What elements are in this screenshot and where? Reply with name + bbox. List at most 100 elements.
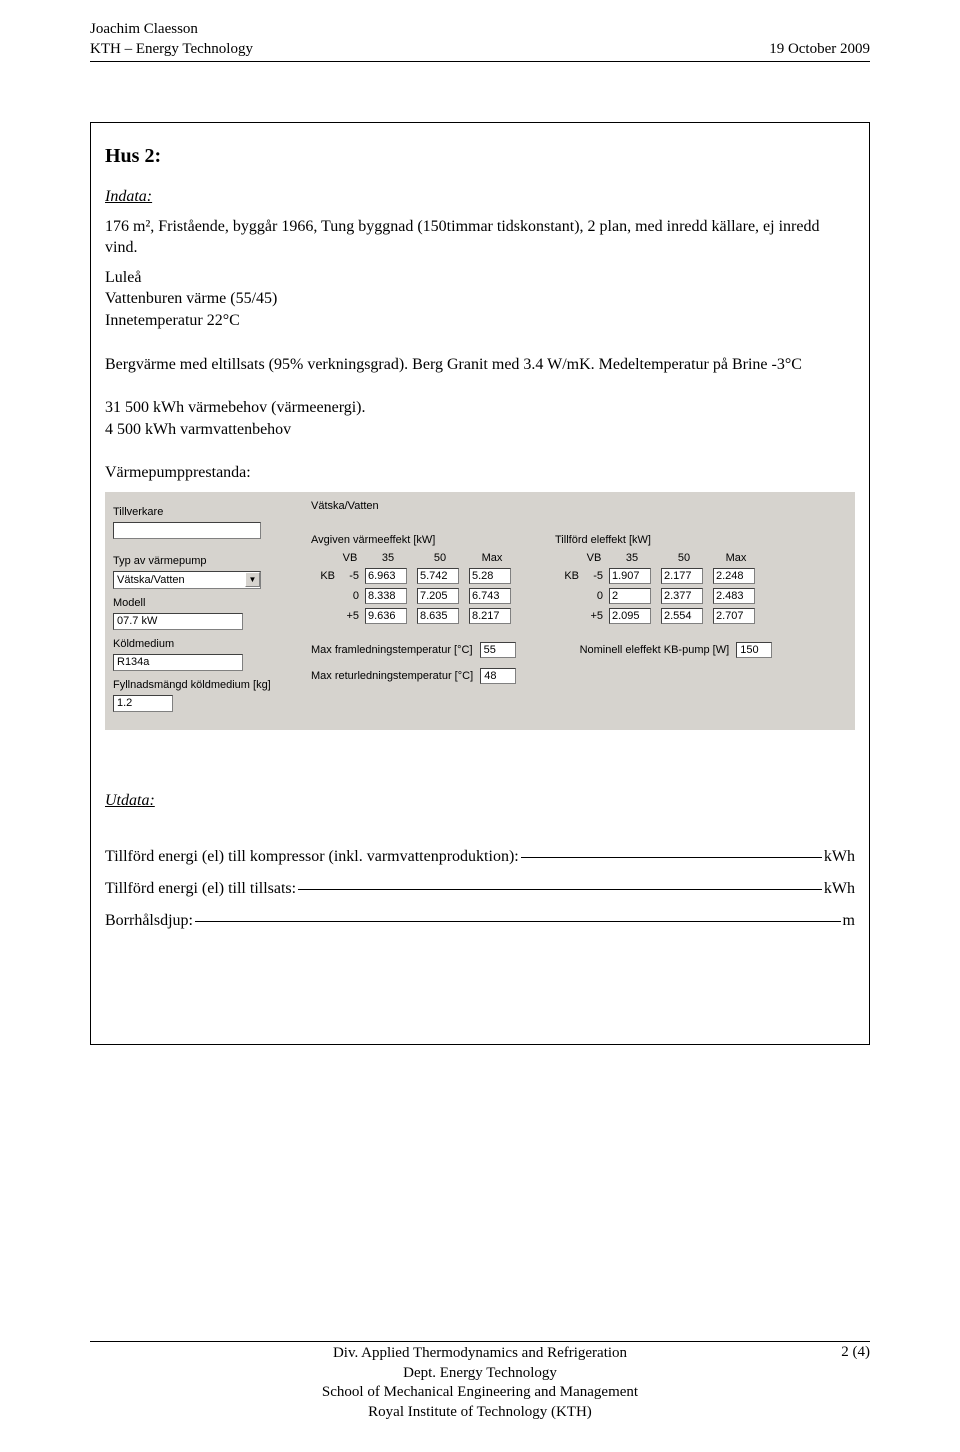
desc-3: Vattenburen värme (55/45): [105, 288, 855, 310]
tillford-col-50: 50: [661, 552, 707, 564]
chevron-down-icon: ▼: [245, 572, 260, 587]
page: Joachim Claesson KTH – Energy Technology…: [0, 0, 960, 1452]
ui-left-column: Tillverkare Typ av värmepump Vätska/Vatt…: [113, 500, 303, 712]
header-date: 19 October 2009: [769, 40, 870, 60]
desc-5: Bergvärme med eltillsats (95% verkningsg…: [105, 354, 855, 376]
desc-6: 31 500 kWh värmebehov (värmeenergi).: [105, 397, 855, 419]
tillford-title: Tillförd eleffekt [kW]: [555, 534, 759, 546]
tillford-r1-c2[interactable]: [713, 588, 755, 604]
desc-7: 4 500 kWh varmvattenbehov: [105, 419, 855, 441]
avgiven-r2-c0[interactable]: [365, 608, 407, 624]
right-title: Vätska/Vatten: [311, 500, 849, 512]
footer-center: Div. Applied Thermodynamics and Refriger…: [170, 1344, 790, 1422]
utdata-1-unit: kWh: [824, 848, 855, 866]
avgiven-col-max: Max: [469, 552, 515, 564]
avgiven-r0-c0[interactable]: [365, 568, 407, 584]
indata-label: Indata:: [105, 188, 152, 205]
tillford-grid: VB 35 50 Max KB -5 0: [555, 552, 759, 624]
max-retur-label: Max returledningstemperatur [°C]: [311, 670, 473, 682]
avgiven-col-50: 50: [417, 552, 463, 564]
desc-2: Luleå: [105, 267, 855, 289]
utdata-3-unit: m: [843, 912, 855, 930]
ui-right-column: Vätska/Vatten Avgiven värmeeffekt [kW] V…: [311, 500, 849, 712]
utdata-line-1: Tillförd energi (el) till kompressor (in…: [105, 848, 855, 866]
footer-l4: Royal Institute of Technology (KTH): [170, 1403, 790, 1423]
tillford-r1-c1[interactable]: [661, 588, 703, 604]
modell-label: Modell: [113, 597, 303, 609]
tillford-r2-c2[interactable]: [713, 608, 755, 624]
avgiven-r1-c1[interactable]: [417, 588, 459, 604]
avgiven-block: Avgiven värmeeffekt [kW] VB 35 50 Max KB…: [311, 534, 515, 624]
header-left: Joachim Claesson KTH – Energy Technology: [90, 20, 253, 59]
avgiven-r2-c1[interactable]: [417, 608, 459, 624]
utdata-1-text: Tillförd energi (el) till kompressor (in…: [105, 848, 519, 866]
tillford-r0-c2[interactable]: [713, 568, 755, 584]
max-fram-input[interactable]: [480, 642, 516, 658]
tillford-col-vb: VB: [585, 552, 603, 564]
footer-l2: Dept. Energy Technology: [170, 1364, 790, 1384]
tillford-block: Tillförd eleffekt [kW] VB 35 50 Max KB -…: [555, 534, 759, 624]
utdata-line-2: Tillförd energi (el) till tillsats: kWh: [105, 880, 855, 898]
avgiven-r2-c2[interactable]: [469, 608, 511, 624]
avgiven-col-35: 35: [365, 552, 411, 564]
header-rule: [90, 61, 870, 62]
bottom-row-2: Max returledningstemperatur [°C]: [311, 668, 849, 684]
typ-select[interactable]: Vätska/Vatten ▼: [113, 571, 261, 589]
tillford-col-max: Max: [713, 552, 759, 564]
tillford-r1-lbl: 0: [585, 590, 603, 602]
modell-input[interactable]: [113, 613, 243, 630]
page-footer: Div. Applied Thermodynamics and Refriger…: [90, 1341, 870, 1422]
tillford-kb: KB: [555, 570, 579, 582]
avgiven-r0-c1[interactable]: [417, 568, 459, 584]
avgiven-r2-lbl: +5: [341, 610, 359, 622]
koldmedium-label: Köldmedium: [113, 638, 303, 650]
tillford-r0-c0[interactable]: [609, 568, 651, 584]
tillford-r0-c1[interactable]: [661, 568, 703, 584]
header-author: Joachim Claesson: [90, 20, 253, 40]
content-box: Hus 2: Indata: 176 m², Fristående, byggå…: [90, 122, 870, 1045]
avgiven-r0-c2[interactable]: [469, 568, 511, 584]
max-fram-label: Max framledningstemperatur [°C]: [311, 644, 473, 656]
avgiven-kb: KB: [311, 570, 335, 582]
tillford-r1-c0[interactable]: [609, 588, 651, 604]
avgiven-col-vb: VB: [341, 552, 359, 564]
fyllnad-input[interactable]: [113, 695, 173, 712]
section-pump: Värmepumpprestanda:: [105, 462, 855, 484]
utdata-label: Utdata:: [105, 792, 155, 809]
max-retur-input[interactable]: [480, 668, 516, 684]
nominell-input[interactable]: [736, 642, 772, 658]
avgiven-r1-c2[interactable]: [469, 588, 511, 604]
avgiven-r1-lbl: 0: [341, 590, 359, 602]
koldmedium-input[interactable]: [113, 654, 243, 671]
header-affiliation: KTH – Energy Technology: [90, 40, 253, 60]
tillford-r0-lbl: -5: [585, 570, 603, 582]
utdata-line-3: Borrhålsdjup:m: [105, 912, 855, 930]
footer-l1: Div. Applied Thermodynamics and Refriger…: [170, 1344, 790, 1364]
box-title: Hus 2:: [105, 145, 855, 168]
footer-rule: [90, 1341, 870, 1342]
ui-panel: Tillverkare Typ av värmepump Vätska/Vatt…: [105, 492, 855, 730]
avgiven-grid: VB 35 50 Max KB -5 0: [311, 552, 515, 624]
tillford-r2-lbl: +5: [585, 610, 603, 622]
tillverkare-label: Tillverkare: [113, 506, 303, 518]
header-right: 19 October 2009: [769, 20, 870, 59]
footer-page: 2 (4): [790, 1344, 870, 1361]
typ-label: Typ av värmepump: [113, 555, 303, 567]
desc-1: 176 m², Fristående, byggår 1966, Tung by…: [105, 216, 855, 259]
avgiven-title: Avgiven värmeeffekt [kW]: [311, 534, 515, 546]
bottom-row-1: Max framledningstemperatur [°C] Nominell…: [311, 642, 849, 658]
utdata-2-text: Tillförd energi (el) till tillsats:: [105, 880, 296, 898]
tillverkare-input[interactable]: [113, 522, 261, 539]
nominell-label: Nominell eleffekt KB-pump [W]: [580, 644, 730, 656]
page-header: Joachim Claesson KTH – Energy Technology…: [90, 20, 870, 59]
tillford-r2-c1[interactable]: [661, 608, 703, 624]
utdata-block: Utdata: Tillförd energi (el) till kompre…: [105, 790, 855, 930]
desc-4: Innetemperatur 22°C: [105, 310, 855, 332]
avgiven-r0-lbl: -5: [341, 570, 359, 582]
typ-select-value: Vätska/Vatten: [117, 574, 185, 586]
tillford-col-35: 35: [609, 552, 655, 564]
tillford-r2-c0[interactable]: [609, 608, 651, 624]
footer-l3: School of Mechanical Engineering and Man…: [170, 1383, 790, 1403]
avgiven-r1-c0[interactable]: [365, 588, 407, 604]
utdata-2-unit: kWh: [824, 880, 855, 898]
